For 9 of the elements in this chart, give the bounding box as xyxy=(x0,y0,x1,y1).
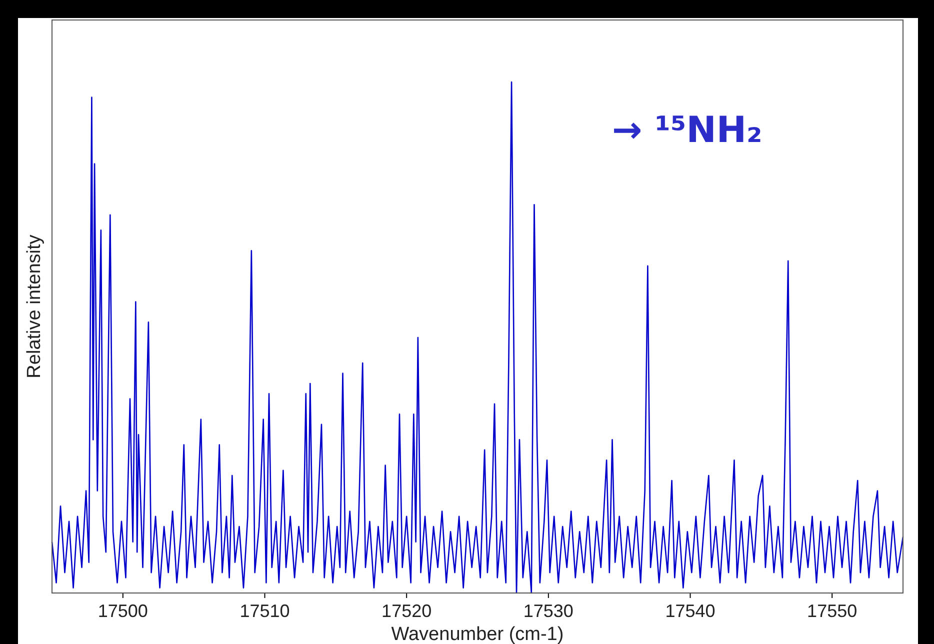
x-tick-label: 17540 xyxy=(665,601,716,622)
x-tick-label: 17500 xyxy=(98,601,148,622)
y-axis-title: Relative intensity xyxy=(24,234,45,378)
x-tick-label: 17520 xyxy=(382,601,432,622)
annotation: → ¹⁵NH₂ xyxy=(612,110,762,151)
x-tick-label: 17550 xyxy=(807,601,858,622)
x-tick-label: 17510 xyxy=(240,601,290,622)
x-tick-label: 17530 xyxy=(523,601,574,622)
x-axis-title: Wavenumber (cm-1) xyxy=(391,624,564,644)
